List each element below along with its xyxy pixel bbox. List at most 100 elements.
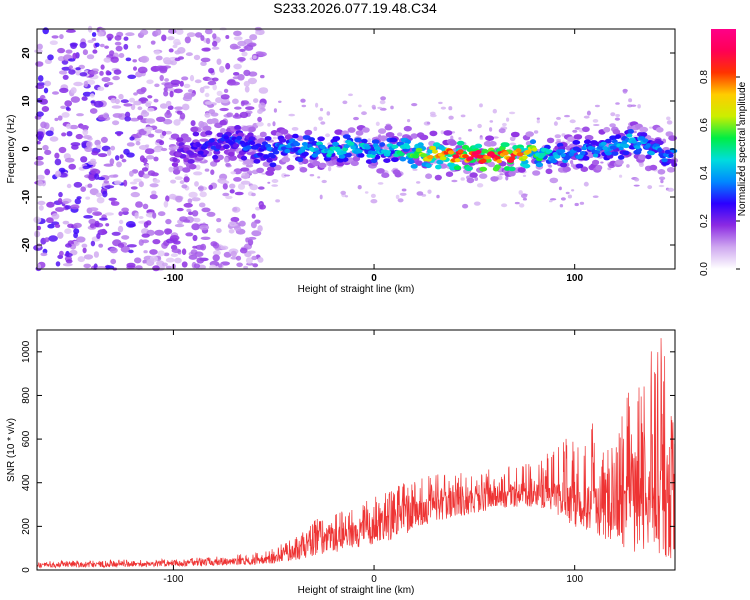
spectrogram-noise-cell [196,257,205,264]
spectrogram-noise-cell [168,48,174,53]
spectrogram-noise-cell [234,225,241,232]
spectrogram-noise-cell [126,244,137,248]
spectrogram-ridge-cell [649,164,658,171]
spectrogram-noise-cell [233,36,243,41]
spectrogram-ridge-cell [583,139,592,145]
spectrogram-ridge-cell [397,152,405,157]
spectrogram-noise-cell [313,126,318,131]
spectrogram-noise-cell [79,72,88,77]
spectrogram-ridge-cell [297,157,304,163]
spectrogram-noise-cell [163,200,169,208]
spectrogram-noise-cell [35,61,44,67]
spectrogram-noise-cell [181,261,188,268]
spectrogram-noise-cell [103,163,114,167]
spectrogram-noise-cell [45,130,54,137]
spectrogram-noise-cell [239,111,249,119]
spectrogram-noise-cell [170,60,177,66]
spectrogram-noise-cell [44,80,52,87]
spectrogram-noise-cell [100,64,105,70]
spectrogram-noise-cell [258,186,265,190]
spectrogram-noise-cell [522,174,527,177]
spectrogram-ridge-cell [639,126,649,133]
spectrogram-noise-cell [157,250,165,257]
spectrogram-noise-cell [75,67,81,71]
spectrogram-noise-cell [175,28,184,35]
spectrogram-ridge-cell [399,156,407,162]
spectrogram-noise-cell [193,263,201,269]
spectrogram-ridge-cell [176,137,184,143]
spectrogram-noise-cell [240,180,251,185]
spectrogram-ridge-cell [525,131,534,137]
snr-line [36,338,676,569]
spectrogram-noise-cell [440,130,444,135]
spectrogram-ridge-cell [334,129,344,135]
spectrogram-ridge-cell [592,153,599,158]
spectrogram-ridge-cell [208,138,215,143]
spectrogram-noise-cell [52,91,59,95]
spectrogram-noise-cell [64,205,72,210]
spectrogram-noise-cell [152,147,162,153]
spectrogram-ridge-cell [553,154,561,159]
spectrogram-noise-cell [128,249,134,254]
spectrogram-noise-cell [166,100,172,107]
spectrogram-ridge-cell [671,148,678,154]
spectrogram-noise-cell [36,263,42,270]
spectrogram-noise-cell [426,121,430,125]
spectrogram-noise-cell [47,223,55,229]
spectrogram-noise-cell [228,221,236,225]
spectrogram-noise-cell [252,263,259,268]
spectrogram-ridge-cell [269,154,276,159]
spectrogram-noise-cell [138,181,144,188]
spectrogram-ridge-cell [312,160,321,167]
spectrogram-ridge-cell [617,155,625,160]
spectrogram-noise-cell [216,90,223,96]
spectrogram-ridge-cell [357,153,365,158]
spectrogram-noise-cell [229,183,236,189]
spectrogram-noise-cell [94,220,100,228]
spectrogram-noise-cell [36,174,45,181]
spectrogram-noise-cell [258,51,267,57]
spectrogram-ridge-cell [549,177,559,184]
spectrogram-noise-cell [114,180,122,186]
spectrogram-noise-cell [232,98,239,105]
spectrogram-ridge-cell [508,170,516,177]
spectrogram-noise-cell [199,191,207,198]
spectrogram-ridge-cell [292,133,299,139]
spectrogram-noise-cell [133,66,137,71]
spectrogram-noise-cell [212,33,217,39]
spectrogram-ridge-cell [412,154,419,159]
spectrogram-ridge-cell [618,146,624,151]
spectrogram-noise-cell [342,100,348,105]
spectrogram-noise-cell [194,181,199,187]
spectrogram-noise-cell [44,168,51,176]
spectrogram-noise-cell [133,100,142,106]
spectrogram-noise-cell [118,53,125,58]
spectrogram-noise-cell [186,32,196,38]
snr-ytick-label: 200 [21,518,32,535]
spectrogram-noise-cell [99,43,105,48]
spectrogram-noise-cell [129,170,134,177]
spectrogram-noise-cell [185,52,193,57]
spectrogram-noise-cell [183,176,190,183]
colorbar-tick-label: 0.0 [699,262,710,276]
spectrogram-noise-cell [121,158,127,163]
spectrogram-noise-cell [448,115,454,120]
spectrogram-noise-cell [110,56,119,63]
spectrogram-noise-cell [607,167,612,171]
spectrogram-noise-cell [357,185,362,190]
spectrogram-ridge-cell [475,150,482,155]
spectrogram-noise-cell [240,167,250,172]
spectrogram-noise-cell [118,219,124,225]
spectrogram-noise-cell [187,89,194,93]
spectrogram-noise-cell [565,191,570,195]
spectrogram-noise-cell [96,233,101,239]
spectrogram-noise-cell [42,27,49,35]
spectrogram-noise-cell [88,218,96,225]
spectrogram-ridge-cell [508,166,516,172]
spectrogram-ridge-cell [383,158,391,164]
spectrogram-ridge-cell [350,160,359,167]
spectrogram-noise-cell [245,106,255,110]
spectrogram-noise-cell [448,106,453,111]
spectrogram-noise-cell [667,187,675,192]
